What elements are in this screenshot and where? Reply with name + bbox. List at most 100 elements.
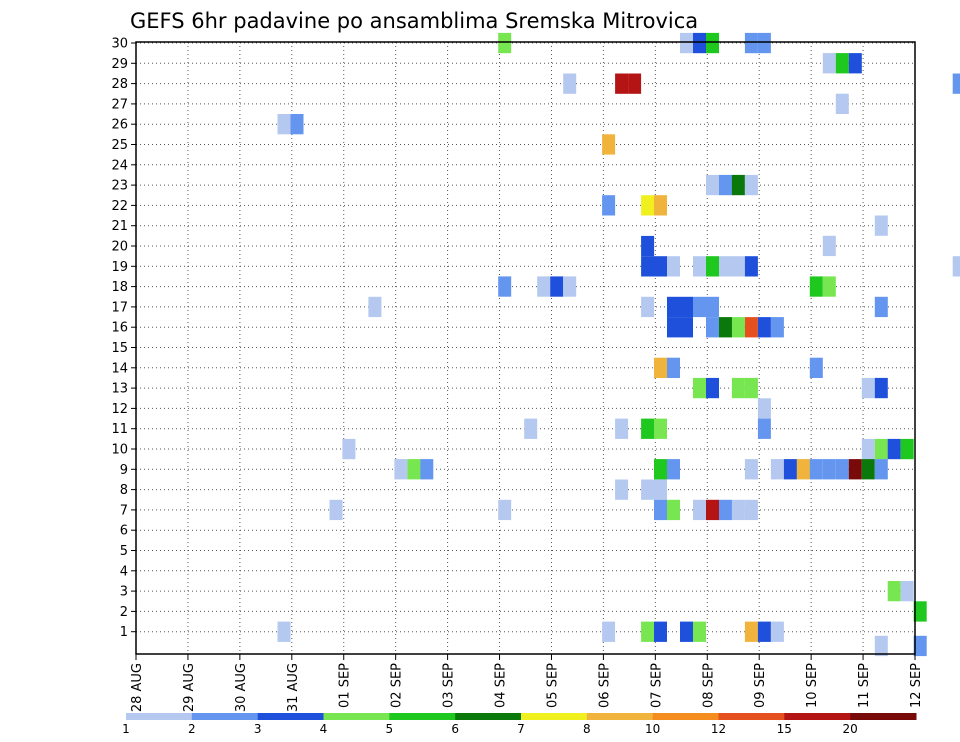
- precip-cell: [900, 438, 914, 460]
- legend-swatch: [455, 713, 522, 720]
- precip-cell: [524, 418, 538, 439]
- y-tick-label: 24: [111, 158, 128, 173]
- precip-cell: [615, 418, 629, 439]
- chart-title: GEFS 6hr padavine po ansamblima Sremska …: [130, 9, 698, 33]
- precip-cell: [329, 499, 343, 521]
- precip-cell: [667, 256, 680, 277]
- precip-cell: [563, 73, 577, 94]
- precip-cell: [731, 174, 745, 196]
- precip-cell: [874, 377, 888, 399]
- x-tick-label: 02 SEP: [390, 663, 405, 708]
- precip-cell: [861, 438, 875, 460]
- precip-cell: [602, 195, 616, 216]
- precip-cell: [822, 459, 836, 480]
- x-tick-label: 04 SEP: [494, 663, 509, 708]
- precip-cell: [641, 256, 655, 277]
- precip-cell: [731, 256, 745, 277]
- precip-cell: [744, 174, 758, 196]
- x-tick-label: 28 AUG: [130, 663, 145, 712]
- legend-swatch: [652, 713, 719, 720]
- precip-cell: [706, 174, 719, 196]
- precip-cell: [641, 418, 655, 439]
- precip-cell: [407, 459, 421, 480]
- legend-swatch: [191, 713, 259, 720]
- precip-cell: [706, 256, 719, 277]
- y-tick-label: 10: [111, 443, 128, 458]
- legend-swatch: [126, 713, 193, 720]
- legend-label: 15: [777, 722, 792, 736]
- precip-cell: [887, 438, 901, 460]
- y-tick-label: 7: [120, 503, 128, 518]
- legend-label: 7: [517, 722, 525, 736]
- precip-cell: [368, 296, 382, 318]
- precip-cell: [757, 418, 771, 439]
- precip-cell: [654, 499, 667, 521]
- y-tick-label: 19: [111, 260, 128, 275]
- x-tick-label: 30 AUG: [234, 663, 249, 712]
- precip-cell: [680, 296, 693, 318]
- y-tick-label: 1: [120, 625, 128, 640]
- precip-cell: [667, 317, 680, 338]
- legend-label: 20: [843, 722, 858, 736]
- y-tick-label: 3: [120, 585, 128, 600]
- precip-cell: [744, 459, 758, 480]
- legend-label: 8: [583, 722, 591, 736]
- legend-label: 4: [320, 722, 328, 736]
- precip-cell: [706, 296, 719, 318]
- precip-cell: [848, 53, 862, 74]
- precip-cell: [615, 479, 629, 500]
- precip-cell: [420, 459, 434, 480]
- precip-cell: [744, 32, 758, 54]
- precip-cell: [277, 114, 291, 135]
- precip-cell: [628, 73, 642, 94]
- x-axis-dates: 28 AUG 29 AUG 30 AUG 31 AUG 01 SEP 02 SEP 03 S…: [130, 654, 924, 712]
- legend-label: 6: [451, 722, 459, 736]
- precip-cell: [744, 317, 758, 338]
- precip-cell: [654, 418, 667, 439]
- precip-cell: [615, 73, 629, 94]
- precip-cell: [848, 459, 862, 480]
- precip-cell: [809, 276, 823, 297]
- precip-cell: [744, 377, 758, 399]
- legend-swatch: [850, 713, 917, 720]
- y-tick-label: 30: [111, 37, 128, 52]
- y-tick-label: 17: [111, 300, 128, 315]
- x-tick-label: 08 SEP: [701, 663, 716, 708]
- legend-label: 5: [385, 722, 393, 736]
- precip-cell: [757, 32, 771, 54]
- y-tick-label: 15: [111, 341, 128, 356]
- legend-swatch: [257, 713, 324, 720]
- precip-cell: [680, 317, 693, 338]
- precip-cell: [744, 499, 758, 521]
- precip-cell: [537, 276, 551, 297]
- precip-cell: [952, 256, 960, 277]
- precip-cell: [654, 357, 667, 378]
- precip-cell: [680, 32, 693, 54]
- x-tick-label: 29 AUG: [182, 663, 197, 712]
- y-tick-label: 12: [111, 402, 128, 417]
- x-tick-label: 10 SEP: [805, 663, 820, 708]
- precip-cell: [277, 621, 291, 642]
- precip-cell: [874, 296, 888, 318]
- precip-cell: [835, 53, 849, 74]
- precip-cell: [290, 114, 304, 135]
- precip-cell: [952, 73, 960, 94]
- y-tick-label: 27: [111, 97, 128, 112]
- precip-cell: [667, 499, 680, 521]
- x-tick-label: 06 SEP: [597, 663, 612, 708]
- precip-cell: [693, 499, 706, 521]
- legend-label: 3: [254, 722, 262, 736]
- precip-cell: [706, 377, 719, 399]
- y-tick-label: 9: [120, 463, 128, 478]
- y-tick-label: 16: [111, 321, 128, 336]
- y-tick-label: 28: [111, 77, 128, 92]
- precip-cell: [874, 459, 888, 480]
- precip-cell: [641, 195, 655, 216]
- precip-cell: [900, 581, 914, 602]
- precip-cell: [861, 377, 875, 399]
- precip-cell: [731, 377, 745, 399]
- y-tick-label: 8: [120, 483, 128, 498]
- y-tick-label: 26: [111, 118, 128, 133]
- precip-cell: [498, 276, 512, 297]
- precip-cell: [641, 296, 655, 318]
